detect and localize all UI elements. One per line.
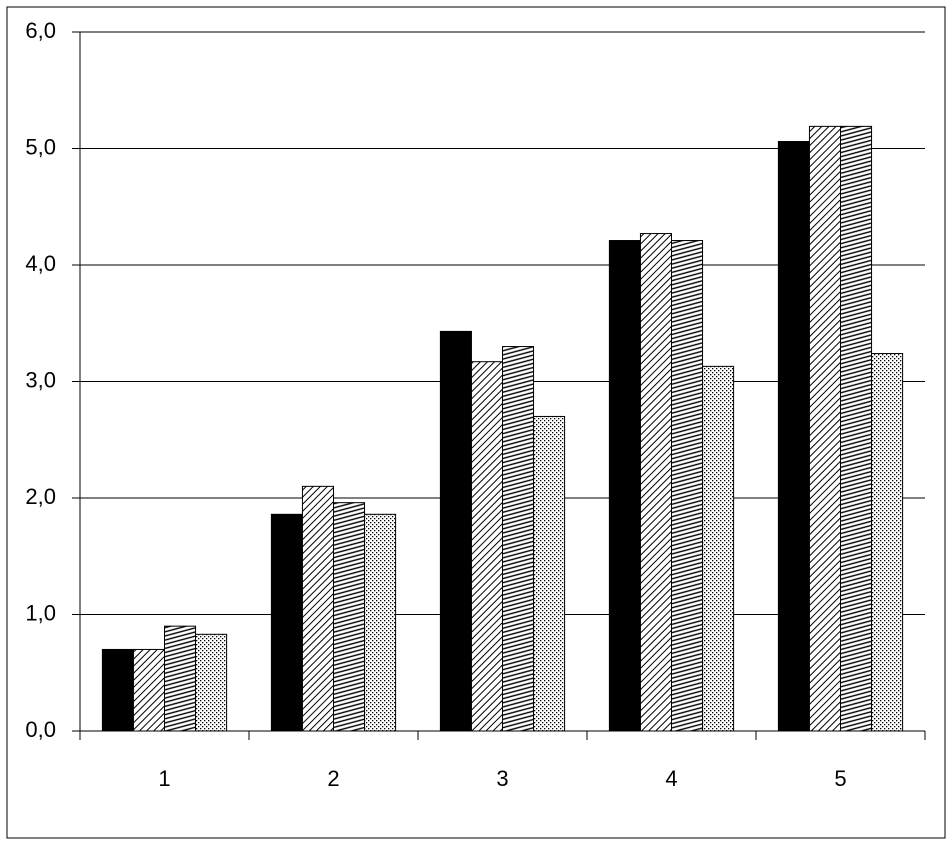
x-tick-label: 2 [327, 766, 339, 791]
bar [808, 125, 841, 732]
bar [777, 141, 810, 732]
bar [439, 330, 472, 732]
bar [333, 502, 366, 732]
y-tick-label: 2,0 [25, 484, 56, 509]
x-tick-label: 4 [665, 766, 677, 791]
bar [101, 648, 134, 732]
y-tick-label: 6,0 [25, 18, 56, 43]
bar [671, 240, 704, 732]
bar [301, 485, 335, 732]
bar [364, 513, 397, 732]
bar [195, 633, 228, 732]
bar [608, 240, 641, 732]
bar [470, 361, 504, 732]
bar [871, 353, 904, 732]
y-tick-label: 5,0 [25, 134, 56, 159]
bar [702, 365, 735, 732]
bar [533, 415, 566, 732]
y-tick-label: 4,0 [25, 251, 56, 276]
y-tick-label: 1,0 [25, 600, 56, 625]
bar [132, 648, 165, 732]
y-tick-label: 3,0 [25, 367, 56, 392]
x-tick-label: 1 [158, 766, 170, 791]
bar [270, 513, 303, 732]
bar [502, 346, 535, 732]
bar [840, 125, 873, 732]
x-tick-label: 5 [834, 766, 846, 791]
y-tick-label: 0,0 [25, 717, 56, 742]
x-tick-label: 3 [496, 766, 508, 791]
bar [639, 233, 672, 732]
bar [164, 625, 197, 732]
